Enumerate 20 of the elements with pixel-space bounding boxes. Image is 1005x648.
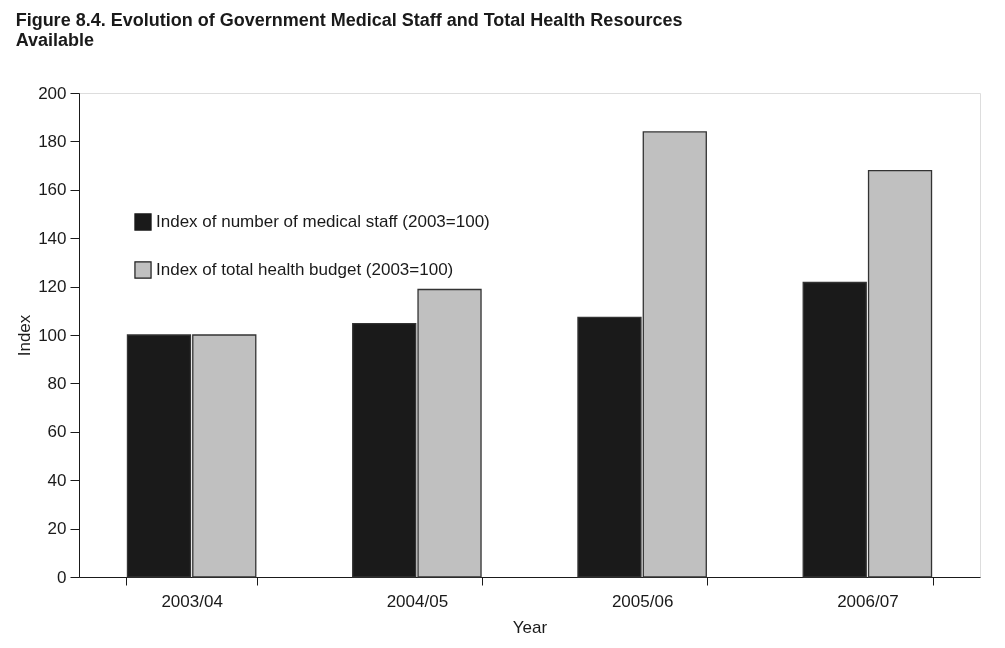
y-tick-label: 80 xyxy=(47,373,67,393)
legend-label: Index of total health budget (2003=100) xyxy=(156,260,454,279)
y-tick-label: 140 xyxy=(38,228,67,248)
y-tick-label: 0 xyxy=(57,567,67,587)
y-tick-label: 200 xyxy=(38,83,67,103)
y-axis-title: Index xyxy=(15,314,35,357)
y-tick-label: 60 xyxy=(47,422,67,442)
y-tick-label: 120 xyxy=(38,277,67,297)
x-tick-label: 2005/06 xyxy=(611,591,674,611)
y-tick-label: 160 xyxy=(38,180,67,200)
y-tick-label: 20 xyxy=(47,519,67,539)
y-tick-label: 40 xyxy=(47,470,67,490)
legend-label: Index of number of medical staff (2003=100) xyxy=(156,212,490,231)
y-tick-label: 100 xyxy=(38,325,67,345)
x-tick-label: 2006/07 xyxy=(837,591,899,611)
x-tick-label: 2004/05 xyxy=(386,591,449,611)
x-tick-label: 2003/04 xyxy=(161,591,223,611)
chart-title: Figure 8.4. Evolution of Government Medical Staff and Total Health Resources Available xyxy=(15,10,683,50)
x-axis-title: Year xyxy=(512,617,548,637)
y-tick-label: 180 xyxy=(38,131,67,151)
